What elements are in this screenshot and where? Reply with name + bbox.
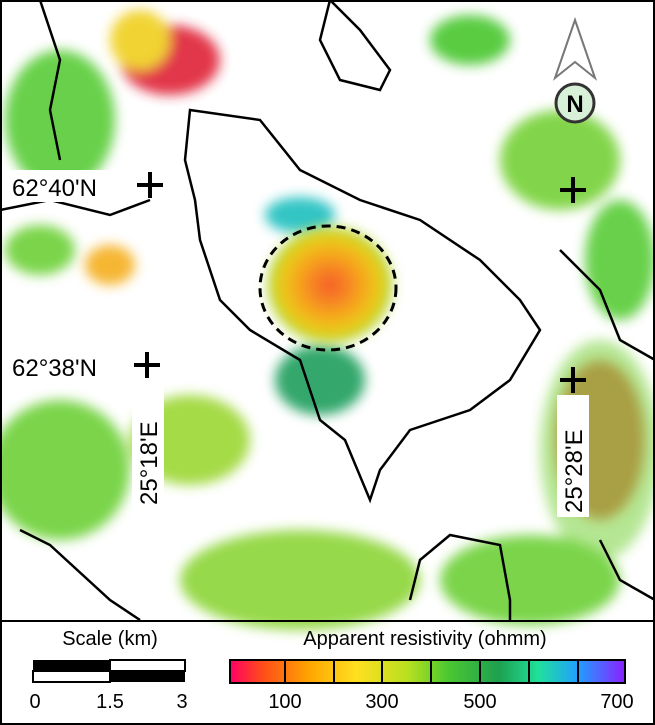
colorbar-tick-label: 500 [463, 691, 496, 713]
colorbar-title: Apparent resistivity (ohmm) [303, 628, 546, 650]
scale-tick-label: 1.5 [96, 691, 124, 713]
scale-tick-label: 0 [29, 691, 40, 713]
north-label: N [566, 91, 583, 118]
map-area: N 62°40'N 62°38'N 25°18'E 25°28'E [0, 0, 655, 630]
latitude-label: 62°40'N [12, 175, 97, 202]
longitude-label: 25°28'E [561, 429, 588, 513]
latitude-label: 62°38'N [12, 355, 97, 382]
colorbar-tick-label: 300 [365, 691, 398, 713]
colorbar-tick-label: 700 [600, 691, 633, 713]
colorbar-tick-label: 100 [268, 691, 301, 713]
north-arrow: N [552, 16, 598, 124]
scale-title: Scale (km) [62, 628, 158, 650]
colorbar: Apparent resistivity (ohmm) 100 300 500 … [229, 628, 634, 713]
scale-bar: Scale (km) 0 1.5 3 [29, 628, 187, 713]
scale-tick-label: 3 [176, 691, 187, 713]
longitude-label: 25°18'E [136, 421, 163, 505]
